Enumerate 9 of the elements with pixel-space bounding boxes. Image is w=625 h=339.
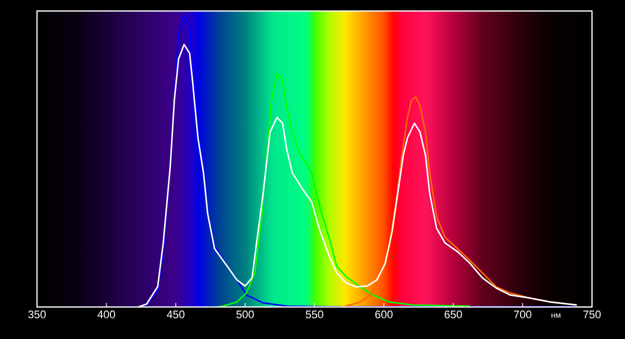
x-tick-label: 400 xyxy=(97,310,116,318)
x-tick-label: 650 xyxy=(444,310,462,318)
x-tick-label: 350 xyxy=(28,310,46,318)
x-tick-label: 550 xyxy=(306,310,324,318)
x-tick-label: 750 xyxy=(583,310,601,318)
x-tick-label: 700 xyxy=(514,310,532,318)
x-tick-label: 500 xyxy=(236,310,254,318)
x-tick-label: 450 xyxy=(166,310,184,318)
x-tick-label: 600 xyxy=(375,310,393,318)
